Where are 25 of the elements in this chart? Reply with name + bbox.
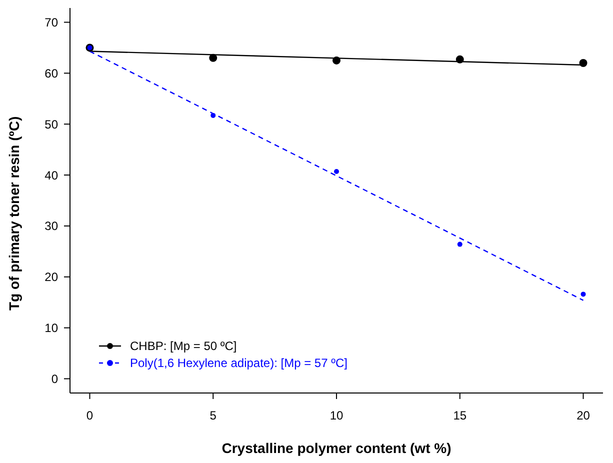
y-tick-label: 10 — [44, 321, 58, 336]
x-tick-label: 15 — [453, 408, 467, 423]
x-tick-label: 0 — [86, 408, 94, 423]
point — [209, 54, 218, 62]
point — [579, 59, 588, 67]
x-tick-label: 5 — [210, 408, 217, 423]
y-tick-label: 30 — [44, 219, 58, 234]
y-tick-label: 0 — [51, 372, 58, 386]
y-tick-label: 70 — [44, 16, 58, 30]
point — [580, 292, 586, 297]
y-tick-label: 60 — [44, 66, 58, 80]
legend-label: Poly(1,6 Hexylene adipate): [Mp = 57 ºC] — [130, 356, 348, 370]
point — [334, 168, 339, 174]
point — [210, 112, 216, 118]
point — [456, 55, 464, 64]
y-tick-label: 20 — [44, 270, 58, 284]
y-tick-label: 40 — [44, 168, 58, 182]
point — [457, 242, 462, 247]
y-tick-label: 50 — [44, 117, 58, 132]
legend-label: CHBP: [Mp = 50 ºC] — [130, 338, 237, 352]
x-tick-label: 20 — [576, 408, 590, 423]
x-tick-label: 10 — [330, 408, 344, 423]
x-axis-title: Crystalline polymer content (wt %) — [222, 440, 452, 456]
point — [332, 56, 340, 64]
y-axis-title: Tg of primary toner resin (ºC) — [6, 116, 22, 310]
